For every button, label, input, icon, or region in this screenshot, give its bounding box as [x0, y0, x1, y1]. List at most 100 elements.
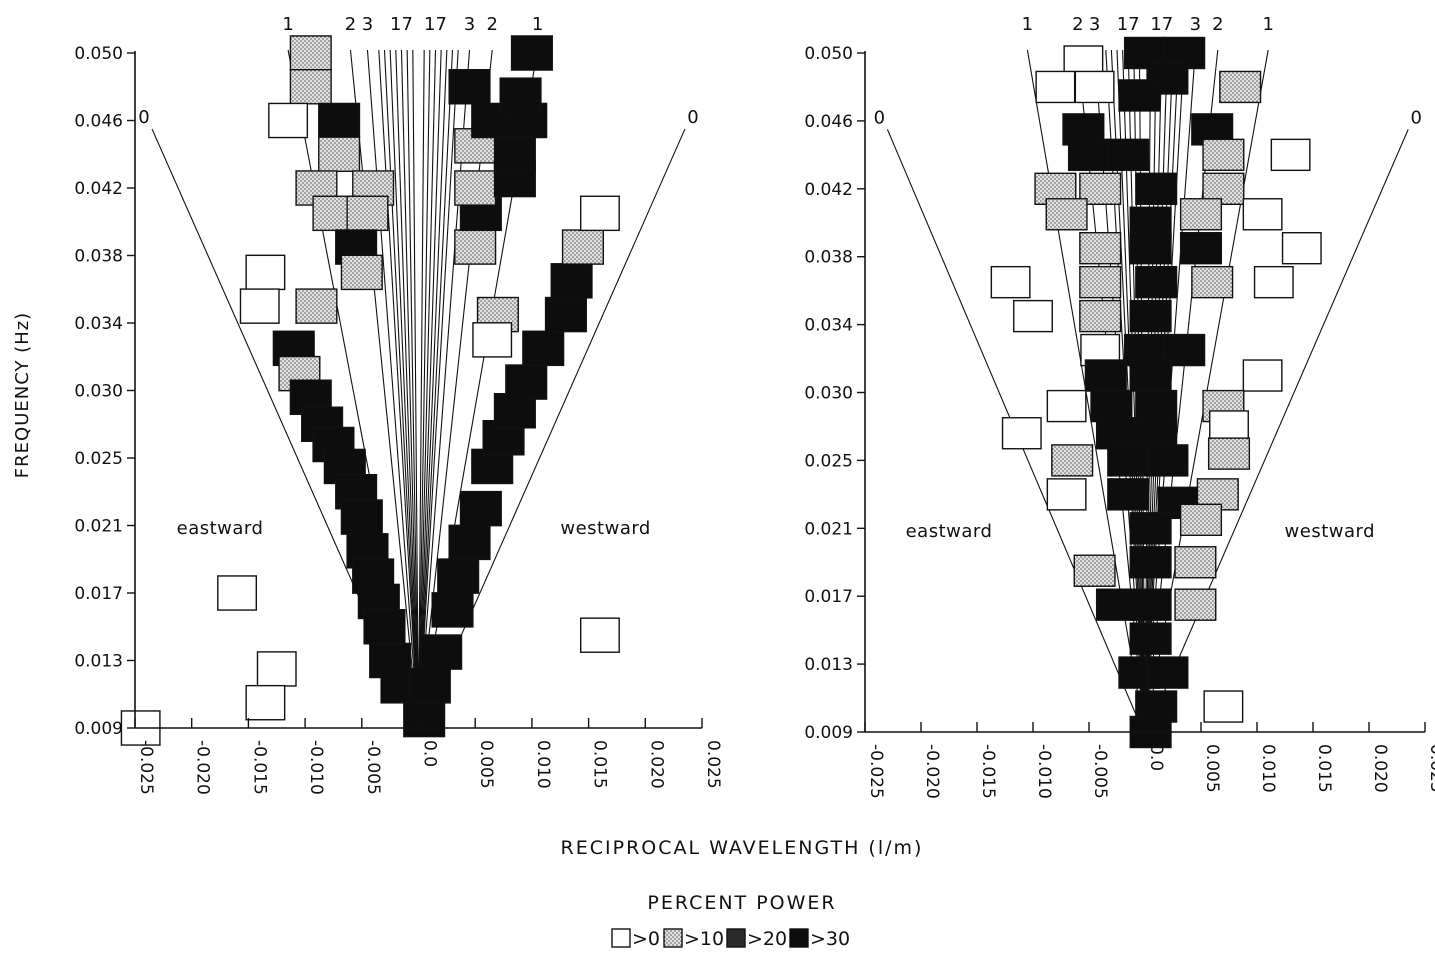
mode-line [366, 49, 420, 733]
cell [1253, 265, 1294, 299]
mode-line [417, 49, 425, 733]
mode-label: 3 [362, 14, 373, 35]
mode-line [417, 49, 493, 733]
cell [472, 322, 513, 358]
cell [561, 229, 604, 265]
cell [454, 170, 497, 206]
mode-label: 3 [1089, 14, 1100, 35]
westward-label: westward [560, 518, 651, 539]
legend-label: >10 [684, 928, 724, 950]
cell [318, 102, 361, 139]
cell [454, 229, 497, 265]
cell [431, 592, 474, 628]
cell [1179, 503, 1223, 537]
cell [1242, 198, 1283, 231]
westward-label: westward [1285, 521, 1376, 542]
cell [340, 499, 383, 535]
cell [448, 524, 491, 561]
cell [1129, 588, 1172, 621]
cell [1146, 656, 1189, 689]
cell [217, 575, 258, 611]
cell [1129, 622, 1172, 655]
x-tick-label: -0.020 [922, 744, 942, 799]
mode-label: 2 [1212, 14, 1223, 35]
y-tick-label: 0.025 [804, 451, 853, 471]
cell [1202, 138, 1245, 172]
mode-line [389, 49, 420, 733]
x-tick-label: 0.025 [1426, 744, 1435, 793]
legend-label: >30 [810, 928, 850, 950]
x-tick-label: 0.0 [1146, 744, 1166, 771]
mode-line [417, 49, 442, 733]
cell [1118, 79, 1161, 112]
mode-line [395, 49, 420, 733]
cell [522, 330, 565, 367]
x-tick-label: 0.015 [1314, 744, 1334, 793]
mode-line [400, 49, 420, 733]
y-tick-label: 0.017 [804, 587, 853, 607]
cell [1207, 437, 1251, 470]
cell [459, 490, 502, 527]
x-tick-label: 0.025 [703, 740, 723, 789]
cell [1219, 70, 1262, 104]
cell [1107, 138, 1150, 172]
eastward-label: eastward [906, 521, 993, 542]
cell [1209, 410, 1249, 443]
y-tick-label: 0.021 [804, 519, 853, 539]
cell [1013, 299, 1053, 333]
x-tick-label: -0.020 [193, 740, 213, 795]
cell [1046, 389, 1087, 423]
left-panel: 0.0500.0460.0420.0380.0340.0300.0250.021… [74, 14, 723, 795]
cell [1174, 588, 1217, 621]
mode-label: 1 [1022, 14, 1033, 35]
legend-swatch [789, 928, 809, 948]
x-tick-label: -0.010 [1034, 744, 1054, 799]
cell [1035, 70, 1076, 104]
cell [1242, 359, 1283, 392]
cell [1270, 138, 1311, 172]
cell [1045, 198, 1088, 231]
x-tick-label: -0.015 [249, 740, 269, 795]
cell [1129, 232, 1172, 265]
cell [1129, 512, 1172, 545]
cell [1079, 232, 1122, 265]
cell [1001, 417, 1042, 450]
x-tick-label: 0.0 [420, 740, 440, 767]
y-tick-label: 0.046 [74, 112, 123, 132]
x-tick-label: -0.025 [136, 740, 156, 795]
right-panel: 0.0500.0460.0420.0380.0340.0300.0250.021… [804, 14, 1435, 799]
mode-line [406, 49, 420, 733]
x-tick-label: 0.010 [533, 740, 553, 789]
mode-label: 17 [424, 14, 447, 35]
cell [1203, 690, 1244, 723]
y-tick-label: 0.025 [74, 449, 123, 469]
y-tick-label: 0.009 [74, 719, 123, 739]
mode-label: 17 [1117, 14, 1140, 35]
cell [1073, 554, 1116, 587]
cell [544, 296, 587, 333]
cell [1179, 232, 1223, 265]
cell [1135, 265, 1178, 299]
mode-line [417, 49, 448, 733]
cell [1146, 444, 1189, 477]
cell [256, 651, 297, 687]
mode-label: 17 [1150, 14, 1173, 35]
mode-line [349, 49, 420, 733]
mode-line [417, 49, 471, 733]
mode-line [417, 49, 459, 733]
mode-label: 2 [1072, 14, 1083, 35]
cell [1135, 417, 1178, 450]
cell [1146, 62, 1189, 95]
cell [289, 35, 332, 71]
mode-label-0-east: 0 [138, 107, 149, 128]
cell [239, 288, 280, 324]
cell [268, 102, 309, 139]
mode-label: 2 [486, 14, 497, 35]
cell [1095, 417, 1139, 450]
cell [1191, 265, 1234, 299]
mode-line [412, 49, 420, 733]
cell [1107, 444, 1150, 477]
cell [505, 364, 548, 400]
cell [448, 68, 491, 105]
